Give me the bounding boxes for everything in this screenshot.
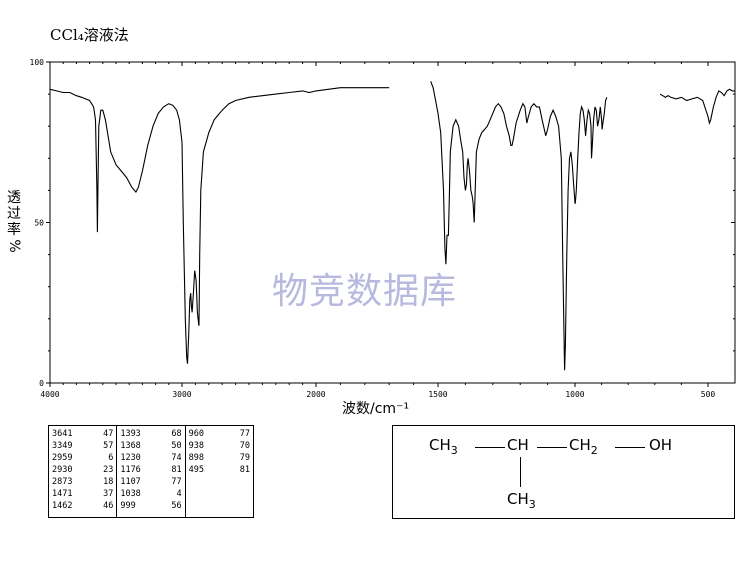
peak-wavenumber: 3641	[52, 429, 73, 439]
peak-table: 3641 47 3349 57 2959 6 2930 23 2873 18 1471 37 1462 4…	[48, 425, 254, 518]
peak-wavenumber: 3349	[52, 441, 73, 451]
group-ch2-text: CH	[569, 436, 591, 454]
peak-row: 3349 57	[52, 440, 113, 452]
peak-table-column: 960 77 938 70 898 79 495 81	[186, 426, 253, 517]
y-axis-label: 透 过 率 %	[2, 190, 26, 254]
peak-transmittance: 18	[103, 477, 114, 487]
peak-wavenumber: 1038	[120, 489, 141, 499]
spectrum-segment	[430, 81, 608, 371]
peak-row: 495 81	[189, 464, 250, 476]
peak-wavenumber: 2959	[52, 453, 73, 463]
peak-wavenumber: 938	[188, 441, 205, 451]
peak-wavenumber: 1462	[52, 501, 73, 511]
peak-table-column: 1393 68 1368 50 1230 74 1176 81 1107 77 1038 4 999 56	[117, 426, 186, 517]
peak-table-column: 3641 47 3349 57 2959 6 2930 23 2873 18 1471 37 1462 4…	[49, 426, 118, 517]
peak-row: 2873 18	[52, 476, 113, 488]
spectrum-segment	[49, 87, 390, 364]
peak-transmittance: 4	[176, 489, 182, 499]
group-ch3-left-sub: 3	[450, 444, 458, 457]
peak-row: 938 70	[189, 440, 250, 452]
peak-row: 1230 74	[120, 452, 181, 464]
peak-transmittance: 57	[103, 441, 114, 451]
x-tick-label: 2000	[306, 390, 325, 399]
group-oh: OH	[649, 436, 673, 454]
peak-row: 1368 50	[120, 440, 181, 452]
structure-formula: CH3 CH CH2 OH CH3	[392, 425, 735, 519]
peak-wavenumber: 960	[188, 429, 205, 439]
spectrum-title: CCl₄溶液法	[50, 26, 129, 44]
peak-transmittance: 37	[103, 489, 114, 499]
peak-wavenumber: 999	[120, 501, 136, 511]
y-tick-label: 0	[39, 379, 44, 388]
peak-row: 2930 23	[52, 464, 113, 476]
peak-transmittance: 46	[103, 501, 114, 511]
peak-transmittance: 81	[239, 465, 250, 475]
x-tick-label: 1000	[565, 390, 584, 399]
peak-transmittance: 77	[239, 429, 250, 439]
ir-spectrum-chart: 4000 3000 2000 1500 1000 500 0 50 100	[30, 58, 736, 399]
x-axis-label: 波数/cm⁻¹	[342, 401, 410, 417]
peak-transmittance: 68	[171, 429, 182, 439]
peak-row: 1038 4	[120, 488, 181, 500]
peak-wavenumber: 1368	[120, 441, 141, 451]
spectrum-curve	[49, 81, 735, 371]
bond-line	[475, 447, 505, 448]
spectrum-segment	[659, 88, 735, 125]
peak-row: 1393 68	[120, 428, 181, 440]
peak-transmittance: 6	[108, 453, 114, 463]
peak-row: 1471 37	[52, 488, 113, 500]
watermark-text: 物竞数据库	[272, 271, 458, 312]
peak-row: 1462 46	[52, 500, 113, 512]
y-axis-label-char: 过	[7, 206, 21, 222]
y-axis-label-char: 率	[7, 222, 21, 238]
peak-transmittance: 81	[171, 465, 182, 475]
axis-ticks: 4000 3000 2000 1500 1000 500 0 50 100	[30, 58, 735, 399]
group-ch3-left-text: CH	[429, 436, 451, 454]
group-ch3-bottom: CH3	[507, 490, 536, 511]
peak-row: 1107 77	[120, 476, 181, 488]
y-tick-label: 50	[34, 219, 44, 228]
peak-wavenumber: 898	[188, 453, 205, 463]
peak-row: 1176 81	[120, 464, 181, 476]
peak-wavenumber: 1107	[120, 477, 141, 487]
peak-row: 2959 6	[52, 452, 113, 464]
peak-transmittance: 47	[103, 429, 114, 439]
x-tick-label: 1500	[428, 390, 447, 399]
y-tick-label: 100	[30, 58, 45, 67]
peak-transmittance: 79	[239, 453, 250, 463]
group-ch3-left: CH3	[429, 436, 458, 457]
group-ch3-bottom-text: CH	[507, 490, 529, 508]
bond-line	[615, 447, 645, 448]
peak-row: 999 56	[120, 500, 181, 512]
peak-wavenumber: 1176	[120, 465, 141, 475]
peak-row: 3641 47	[52, 428, 113, 440]
peak-wavenumber: 495	[188, 465, 205, 475]
group-ch3-bottom-sub: 3	[528, 498, 536, 511]
plot-frame	[49, 61, 736, 384]
peak-transmittance: 50	[171, 441, 182, 451]
peak-transmittance: 56	[171, 501, 182, 511]
peak-wavenumber: 1393	[120, 429, 141, 439]
group-ch2: CH2	[569, 436, 598, 457]
peak-row: 898 79	[189, 452, 250, 464]
x-tick-label: 500	[701, 390, 716, 399]
peak-transmittance: 77	[171, 477, 182, 487]
peak-wavenumber: 2930	[52, 465, 73, 475]
peak-wavenumber: 2873	[52, 477, 73, 487]
y-axis-label-char: %	[6, 239, 22, 253]
peak-wavenumber: 1230	[120, 453, 141, 463]
peak-transmittance: 74	[171, 453, 182, 463]
peak-row: 960 77	[189, 428, 250, 440]
bond-line	[537, 447, 567, 448]
group-ch: CH	[507, 436, 529, 454]
peak-transmittance: 23	[103, 465, 114, 475]
x-tick-label: 4000	[40, 390, 59, 399]
bond-line	[520, 457, 521, 487]
x-tick-label: 3000	[172, 390, 191, 399]
peak-wavenumber: 1471	[52, 489, 73, 499]
y-axis-label-char: 透	[7, 190, 21, 206]
group-ch2-sub: 2	[590, 444, 598, 457]
peak-transmittance: 70	[239, 441, 250, 451]
